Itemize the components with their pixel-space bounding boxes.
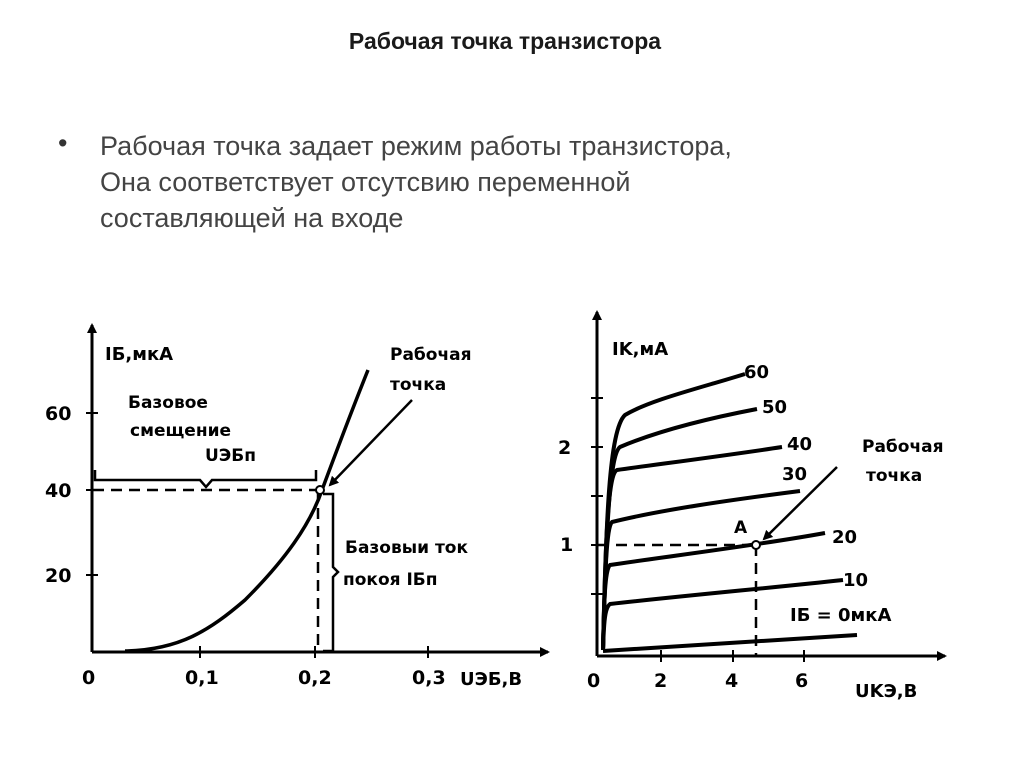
output-curve-20 — [601, 531, 826, 651]
right-operating-point — [751, 540, 761, 550]
base-current-label-line-1: Базовыи ток — [345, 538, 468, 558]
curve-label-20: 20 — [832, 527, 857, 548]
bias-voltage-label: UЭБп — [205, 446, 256, 466]
right-y-tick-1: 1 — [560, 534, 573, 556]
curve-label-30: 30 — [782, 464, 807, 485]
bullet-text: Рабочая точка задает режим работы транзи… — [100, 128, 960, 236]
left-y-tick-20: 20 — [45, 565, 71, 587]
curve-label-60: 60 — [744, 362, 769, 383]
left-y-tick-60: 60 — [45, 403, 71, 425]
left-origin-label: 0 — [82, 667, 95, 689]
bias-label-line-2: смещение — [130, 421, 231, 441]
left-op-point-arrow — [328, 399, 413, 487]
left-x-tick-01: 0,1 — [185, 667, 219, 689]
base-current-label-line-2: покоя IБп — [343, 570, 438, 590]
bullet-line-1: Рабочая точка задает режим работы транзи… — [100, 131, 732, 161]
left-y-tick-40: 40 — [45, 480, 71, 502]
right-op-point-arrow — [762, 466, 838, 541]
bullet-line-3: составляющей на входе — [100, 203, 404, 233]
slide-title: Рабочая точка транзистора — [348, 28, 662, 54]
right-origin-label: 0 — [587, 670, 600, 692]
right-op-point-label-line-1: Рабочая — [862, 437, 944, 457]
output-curve-0 — [602, 633, 858, 653]
input-characteristic-plot: IБ,мкА UЭБ,В 60 40 20 0 0,1 0,2 0,3 Базо… — [45, 323, 550, 690]
curve-label-40: 40 — [787, 434, 812, 455]
base-current-brace — [323, 492, 340, 653]
bullet-line-2: Она соответствует отсутсвию переменной — [100, 167, 631, 197]
right-x-tick-2: 2 — [654, 670, 667, 692]
output-characteristics-plot: IK,мА UKЭ,В 2 1 0 2 4 6 A 60 50 40 3 — [558, 310, 947, 702]
right-y-tick-2: 2 — [558, 437, 571, 459]
right-x-tick-4: 4 — [725, 670, 738, 692]
left-op-point-label-line-1: Рабочая — [390, 345, 472, 365]
bias-voltage-brace — [93, 470, 318, 489]
curve-label-10: 10 — [843, 570, 868, 591]
bias-label-line-1: Базовое — [128, 393, 208, 413]
point-a-label: A — [734, 518, 748, 538]
left-y-axis-label: IБ,мкА — [105, 344, 173, 365]
left-x-axis-label: UЭБ,В — [460, 669, 522, 690]
left-operating-point — [315, 485, 325, 495]
right-y-axis-label: IK,мА — [612, 339, 668, 360]
right-x-tick-6: 6 — [795, 670, 808, 692]
left-op-point-label-line-2: точка — [390, 375, 446, 395]
input-characteristic-curve — [124, 369, 370, 653]
curve-label-0: IБ = 0мкА — [790, 605, 891, 626]
curve-label-50: 50 — [762, 397, 787, 418]
output-curve-30 — [601, 489, 801, 651]
left-x-tick-02: 0,2 — [298, 667, 332, 689]
right-op-point-label-line-2: точка — [866, 466, 922, 486]
output-curve-10 — [601, 578, 844, 651]
left-x-tick-03: 0,3 — [412, 667, 446, 689]
right-x-axis-label: UKЭ,В — [855, 681, 917, 702]
bullet-symbol: • — [58, 128, 68, 158]
